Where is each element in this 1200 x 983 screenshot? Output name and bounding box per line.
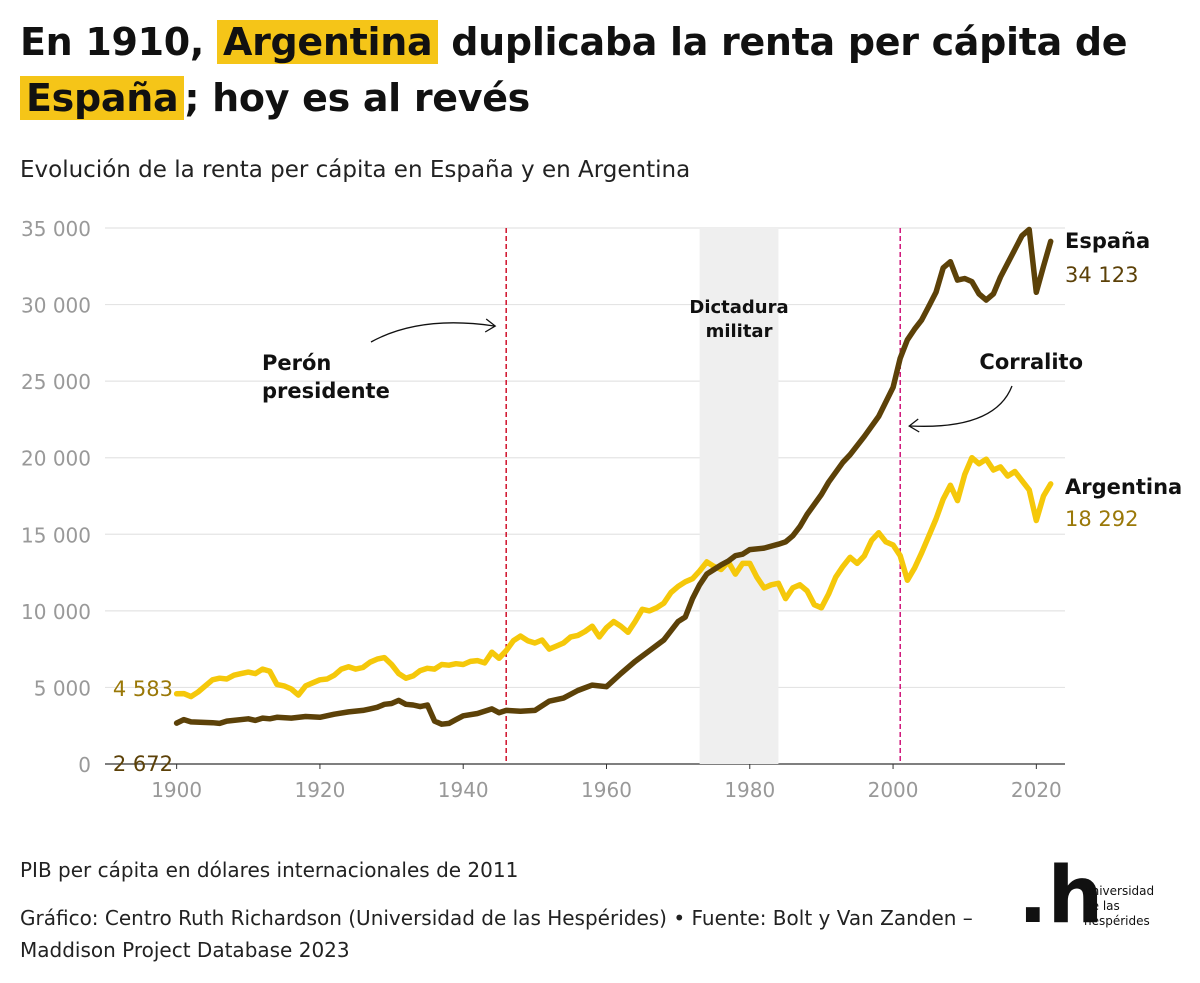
y-tick-label: 20 000 — [21, 447, 91, 471]
title-text-mid: duplicaba la renta per cápita de — [438, 20, 1128, 64]
end-value-argentina: 18 292 — [1065, 507, 1138, 531]
y-tick-label: 5 000 — [34, 676, 91, 700]
series-line-espana — [173, 226, 1054, 727]
logo-text: universidad de las hespérides — [1084, 884, 1174, 929]
series-name-espana: España — [1065, 229, 1150, 253]
peron-label: Perón — [262, 351, 331, 375]
end-value-espana: 34 123 — [1065, 263, 1138, 287]
y-tick-label: 0 — [78, 753, 91, 777]
y-tick-label: 10 000 — [21, 600, 91, 624]
series-line-argentina — [173, 454, 1054, 700]
annotation-layer — [505, 228, 901, 764]
x-tick-label: 1960 — [581, 778, 632, 802]
series-layer — [173, 226, 1054, 727]
dictadura-label: Dictadura — [689, 297, 788, 318]
footer-credit: Gráfico: Centro Ruth Richardson (Univers… — [20, 906, 973, 962]
logo-text-line: hespérides — [1084, 914, 1150, 928]
title-text-post: ; hoy es al revés — [184, 76, 531, 120]
peron-label: presidente — [262, 379, 390, 403]
dictadura-band — [699, 228, 779, 764]
peron-arrow — [370, 322, 495, 343]
title-highlight-espana: España — [20, 76, 185, 120]
x-tick-label: 1980 — [724, 778, 775, 802]
y-tick-label: 35 000 — [21, 217, 91, 241]
x-tick-label: 2020 — [1011, 778, 1062, 802]
x-tick-label: 2000 — [868, 778, 919, 802]
axis-layer: 0 5 000 10 000 15 000 20 000 25 000 30 000 35 0… — [21, 217, 1062, 802]
peron-arrowhead — [484, 318, 497, 333]
corralito-arrow — [910, 385, 1013, 427]
logo-text-line: universidad — [1084, 884, 1155, 898]
x-tick-label: 1900 — [151, 778, 202, 802]
x-tick-label: 1940 — [438, 778, 489, 802]
y-tick-label: 30 000 — [21, 294, 91, 318]
chart-subtitle: Evolución de la renta per cápita en Espa… — [20, 157, 691, 183]
chart-title: En 1910, Argentina duplicaba la renta pe… — [20, 14, 1180, 126]
x-tick-label: 1920 — [294, 778, 345, 802]
label-layer: Dictadura militar Perón presidente Corralito… — [113, 229, 1182, 776]
logo-mark: .h — [1018, 851, 1104, 941]
start-value-espana: 2 672 — [113, 752, 173, 776]
y-tick-label: 25 000 — [21, 370, 91, 394]
series-name-argentina: Argentina — [1065, 475, 1182, 499]
line-chart: 0 5 000 10 000 15 000 20 000 25 000 30 000 35 0… — [21, 217, 1182, 802]
start-value-argentina: 4 583 — [113, 677, 173, 701]
corralito-label: Corralito — [979, 350, 1083, 374]
corralito-arrowhead — [908, 418, 920, 433]
footer-note: PIB per cápita en dólares internacionale… — [20, 858, 519, 882]
logo-text-line: de las — [1084, 899, 1120, 913]
y-tick-label: 15 000 — [21, 523, 91, 547]
logo: .h universidad de las hespérides — [1018, 856, 1178, 936]
title-text-pre: En 1910, — [20, 20, 217, 64]
dictadura-label: militar — [706, 321, 773, 342]
title-highlight-argentina: Argentina — [216, 20, 439, 64]
grid-layer — [105, 227, 1065, 765]
